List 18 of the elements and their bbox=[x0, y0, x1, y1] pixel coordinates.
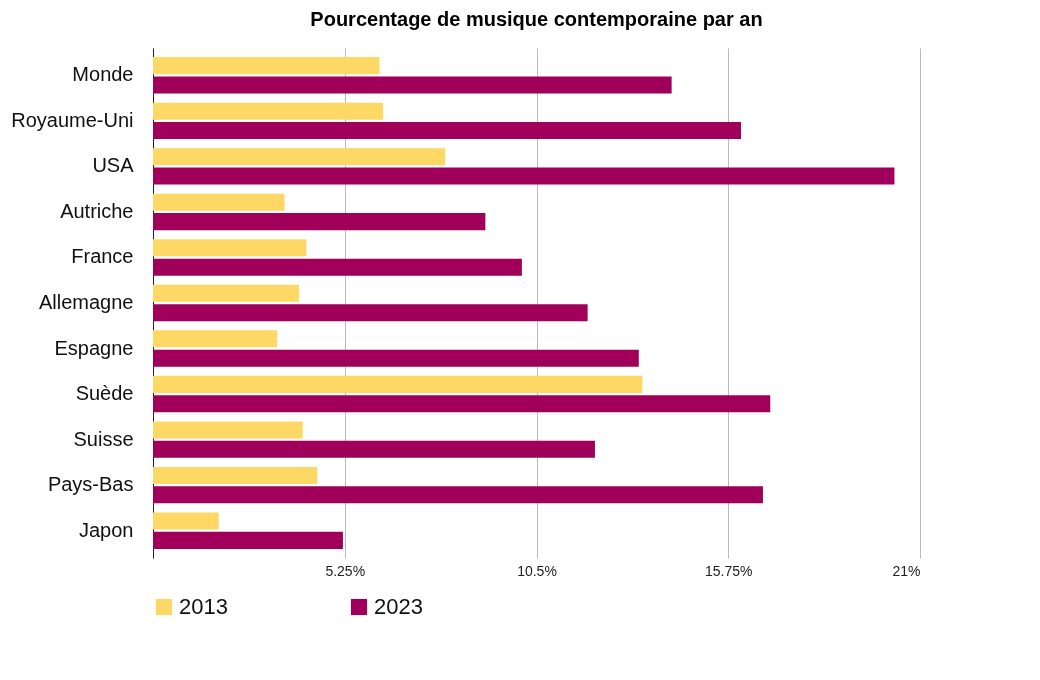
y-tick-label: Allemagne bbox=[38, 291, 134, 313]
x-tick-label: 21% bbox=[892, 562, 921, 579]
x-tick-label: 10.5% bbox=[517, 562, 557, 579]
y-tick-label: Royaume-Uni bbox=[11, 108, 134, 131]
chart-title: Pourcentage de musique contemporaine par an bbox=[310, 8, 763, 30]
x-tick-label: 15.75% bbox=[705, 562, 753, 579]
y-tick-label: France bbox=[71, 245, 134, 268]
x-tick-label: 5.25% bbox=[325, 562, 366, 579]
y-tick-label: Monde bbox=[72, 63, 134, 86]
y-tick-label: Autriche bbox=[60, 199, 134, 222]
legend-label: 2023 bbox=[374, 594, 423, 619]
y-tick-label: Suisse bbox=[73, 427, 134, 450]
y-tick-label: Japon bbox=[79, 518, 134, 541]
y-tick-label: USA bbox=[92, 154, 135, 177]
y-tick-label: Pays-Bas bbox=[47, 473, 134, 496]
legend-label: 2013 bbox=[179, 594, 228, 619]
y-tick-label: Suède bbox=[75, 382, 134, 405]
y-tick-label: Espagne bbox=[54, 336, 134, 359]
